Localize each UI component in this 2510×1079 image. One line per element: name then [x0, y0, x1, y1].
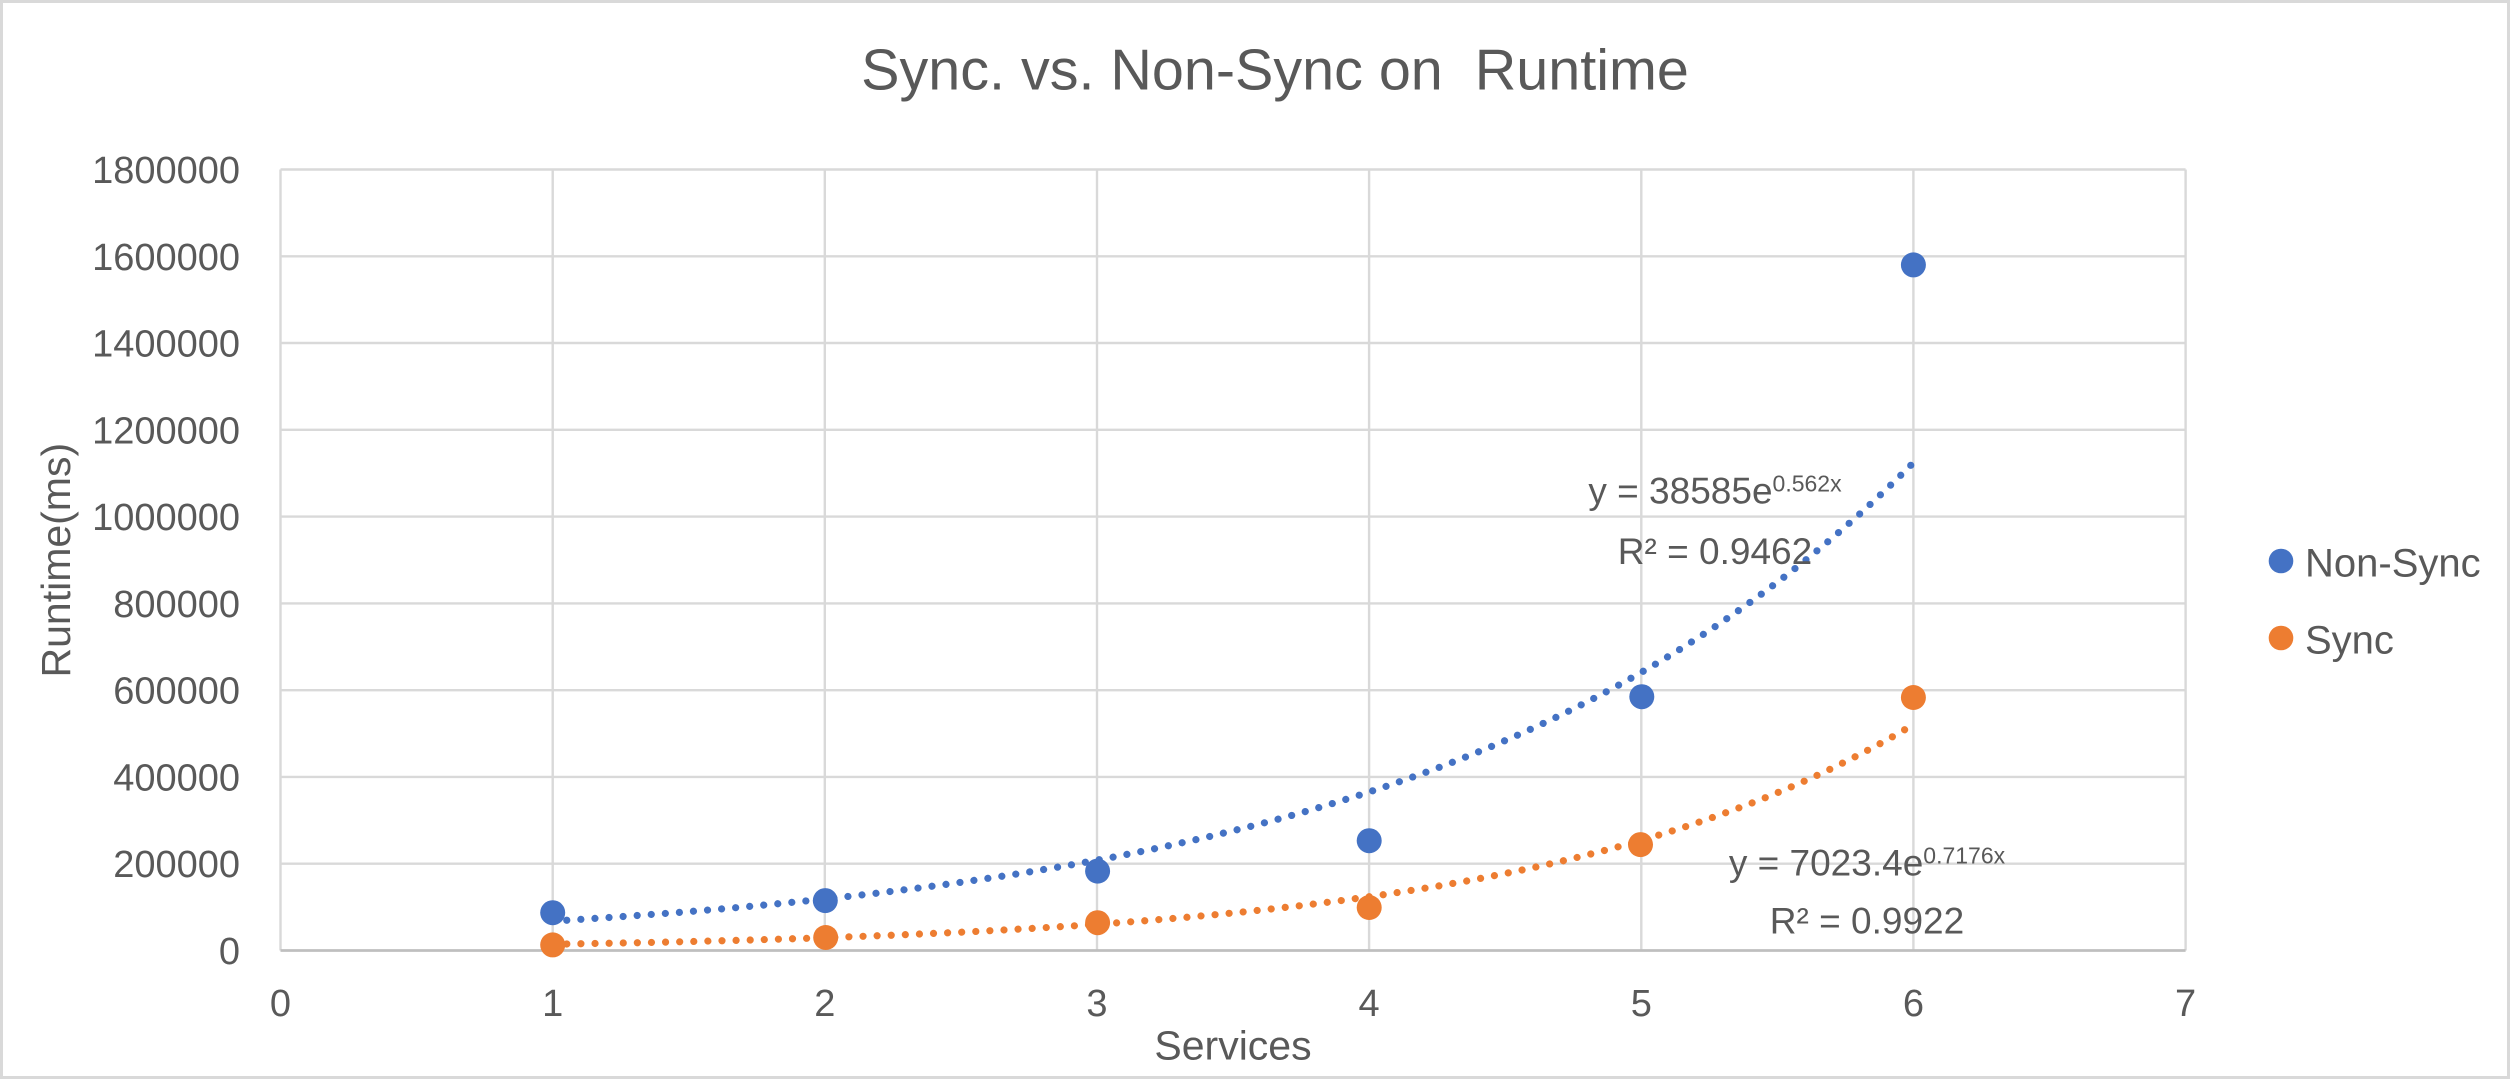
- svg-text:R² = 0.9922: R² = 0.9922: [1770, 901, 1964, 942]
- svg-text:400000: 400000: [113, 757, 240, 799]
- svg-text:1200000: 1200000: [92, 410, 240, 452]
- svg-text:Runtime(ms): Runtime(ms): [33, 443, 79, 678]
- svg-text:5: 5: [1631, 983, 1652, 1025]
- svg-text:1800000: 1800000: [92, 150, 240, 192]
- svg-text:2: 2: [814, 983, 835, 1025]
- svg-text:4: 4: [1359, 983, 1380, 1025]
- svg-text:Services: Services: [1154, 1023, 1311, 1069]
- svg-text:1000000: 1000000: [92, 497, 240, 539]
- svg-text:Sync: Sync: [2305, 619, 2394, 663]
- svg-text:1400000: 1400000: [92, 324, 240, 366]
- svg-text:0: 0: [219, 931, 240, 973]
- svg-text:R² = 0.9462: R² = 0.9462: [1618, 531, 1812, 572]
- svg-text:1600000: 1600000: [92, 237, 240, 279]
- svg-text:Non-Sync: Non-Sync: [2305, 542, 2481, 586]
- svg-text:6: 6: [1903, 983, 1924, 1025]
- svg-text:200000: 200000: [113, 844, 240, 886]
- svg-text:800000: 800000: [113, 584, 240, 626]
- svg-text:1: 1: [542, 983, 563, 1025]
- svg-text:y = 38585e0.562x: y = 38585e0.562x: [1588, 470, 1842, 511]
- svg-text:7: 7: [2175, 983, 2196, 1025]
- svg-text:Sync. vs. Non-Sync on Runtime: Sync. vs. Non-Sync on Runtime: [861, 38, 1689, 102]
- svg-text:3: 3: [1086, 983, 1107, 1025]
- svg-text:600000: 600000: [113, 671, 240, 713]
- svg-text:0: 0: [270, 983, 291, 1025]
